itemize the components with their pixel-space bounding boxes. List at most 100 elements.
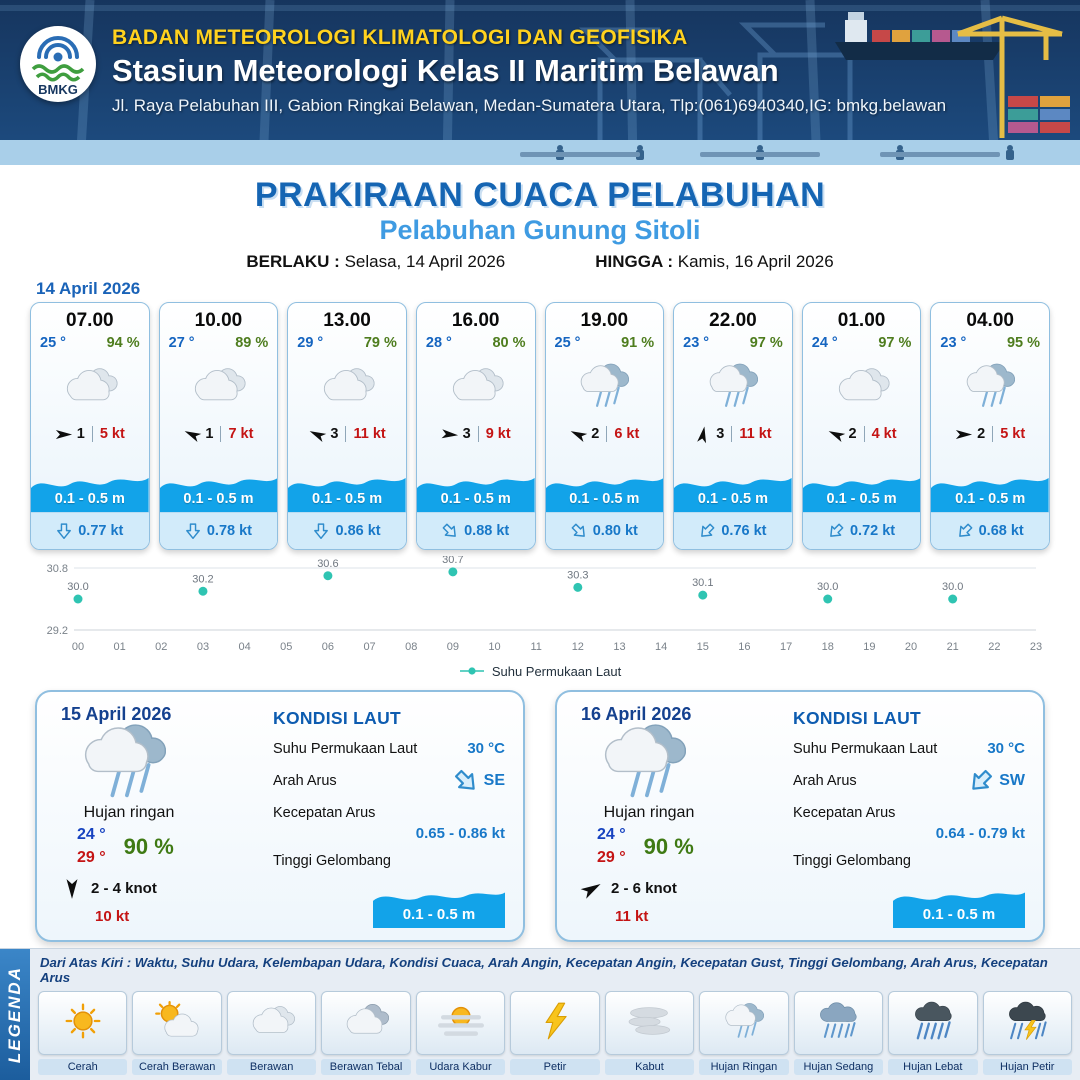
date-label: 15 April 2026 bbox=[61, 704, 172, 724]
header-illustration bbox=[0, 0, 1080, 165]
air-temperature: 25 ° bbox=[554, 335, 581, 351]
temp-max: 29 ° bbox=[77, 849, 106, 866]
weather-condition-icon bbox=[65, 720, 183, 804]
daily-forecast-row: 15 April 2026 Hujan ringan 24 ° 29 ° 90 … bbox=[35, 690, 1045, 942]
bmkg-logo: BMKG bbox=[18, 24, 98, 104]
header: BMKG BADAN METEOROLOGI KLIMATOLOGI DAN G… bbox=[0, 0, 1080, 165]
wind-speed: 3 bbox=[716, 426, 725, 442]
validity-row: BERLAKU : Selasa, 14 April 2026 HINGGA :… bbox=[0, 252, 1080, 272]
legend-item-label: Hujan Sedang bbox=[793, 1059, 884, 1075]
weather-condition-icon bbox=[585, 720, 703, 804]
wind-range: 2 - 4 knot bbox=[91, 880, 157, 897]
sst-label: Suhu Permukaan Laut bbox=[793, 740, 938, 757]
legend-item: Kabut bbox=[604, 991, 695, 1075]
condition-label: Hujan ringan bbox=[603, 804, 695, 821]
hingga-label: HINGGA : bbox=[595, 252, 673, 271]
wave-height-band: 0.1 - 0.5 m bbox=[545, 466, 664, 512]
svg-text:30.7: 30.7 bbox=[442, 556, 463, 566]
legend-item: Hujan Ringan bbox=[699, 991, 789, 1075]
legend-item: Berawan bbox=[226, 991, 317, 1075]
daily-forecast-card: 15 April 2026 Hujan ringan 24 ° 29 ° 90 … bbox=[35, 690, 525, 942]
legend-item: Hujan Sedang bbox=[793, 991, 884, 1075]
forecast-date-label: 14 April 2026 bbox=[36, 279, 141, 298]
current-speed: 0.80 kt bbox=[592, 523, 638, 539]
current-direction-icon bbox=[185, 522, 201, 540]
wind-direction-icon bbox=[695, 424, 711, 444]
sea-conditions-heading: KONDISI LAUT bbox=[273, 708, 402, 728]
wave-height-badge: 0.1 - 0.5 m bbox=[373, 882, 505, 928]
humidity: 95 % bbox=[1006, 335, 1040, 351]
legend-item-label: Hujan Lebat bbox=[888, 1059, 978, 1075]
time-label: 22.00 bbox=[709, 310, 757, 331]
chart-legend-marker-icon bbox=[459, 664, 485, 679]
current-speed-label: Kecepatan Arus bbox=[793, 805, 896, 821]
current-direction-icon bbox=[824, 519, 848, 543]
wind-speed: 3 bbox=[462, 426, 471, 442]
wind-speed: 2 bbox=[591, 426, 600, 442]
current-direction-icon bbox=[56, 522, 72, 540]
gust-speed: 11 kt bbox=[615, 908, 649, 925]
current-speed-value: 0.64 - 0.79 kt bbox=[935, 825, 1025, 842]
port-name: Pelabuhan Gunung Sitoli bbox=[379, 215, 701, 245]
svg-text:14: 14 bbox=[655, 641, 667, 653]
time-label: 19.00 bbox=[580, 310, 629, 331]
time-label: 16.00 bbox=[451, 310, 500, 331]
legend-weather-icon bbox=[245, 1001, 299, 1046]
gust-speed: 4 kt bbox=[863, 426, 897, 442]
svg-text:07: 07 bbox=[363, 641, 375, 653]
daily-forecast-card: 16 April 2026 Hujan ringan 24 ° 29 ° 90 … bbox=[555, 690, 1045, 942]
current-direction: SW bbox=[999, 772, 1025, 789]
wave-height-label: Tinggi Gelombang bbox=[273, 853, 391, 869]
date-label: 16 April 2026 bbox=[581, 704, 692, 724]
legend-item-label: Petir bbox=[510, 1059, 600, 1075]
wind-direction-icon bbox=[55, 428, 73, 441]
humidity: 91 % bbox=[621, 335, 655, 351]
svg-text:21: 21 bbox=[947, 641, 959, 653]
chart-legend: Suhu Permukaan Laut bbox=[0, 664, 1080, 679]
berlaku-label: BERLAKU : bbox=[246, 252, 340, 271]
wave-height-value: 0.1 - 0.5 m bbox=[54, 491, 125, 507]
svg-text:08: 08 bbox=[405, 641, 417, 653]
wave-height-label: Tinggi Gelombang bbox=[793, 853, 911, 869]
gust-speed: 5 kt bbox=[91, 426, 125, 442]
sea-conditions-heading: KONDISI LAUT bbox=[793, 708, 922, 728]
current-speed: 0.78 kt bbox=[206, 523, 253, 539]
svg-text:10: 10 bbox=[488, 641, 500, 653]
humidity: 97 % bbox=[749, 335, 783, 351]
legend-weather-icon bbox=[906, 1001, 960, 1046]
wind-speed: 1 bbox=[205, 426, 214, 442]
wave-height-value: 0.1 - 0.5 m bbox=[440, 491, 511, 507]
gust-speed: 7 kt bbox=[220, 426, 253, 442]
current-direction-icon bbox=[695, 519, 719, 543]
wave-height-value: 0.1 - 0.5 m bbox=[697, 491, 768, 507]
wind-direction-icon bbox=[567, 424, 589, 443]
legend-item: Udara Kabur bbox=[415, 991, 506, 1075]
legend-weather-icon bbox=[1000, 1001, 1054, 1046]
legend-title: LEGENDA bbox=[5, 965, 24, 1064]
wind-speed: 2 bbox=[977, 426, 986, 442]
time-label: 04.00 bbox=[966, 310, 1014, 331]
gust-speed: 11 kt bbox=[731, 426, 772, 442]
hourly-forecast-row: 07.00 25 ° 94 % 1 5 kt 0.1 - 0.5 m bbox=[30, 302, 1050, 550]
hingga-value: Kamis, 16 April 2026 bbox=[677, 252, 834, 271]
current-direction-icon bbox=[447, 763, 484, 800]
svg-text:20: 20 bbox=[905, 641, 917, 653]
bmkg-logo-text: BMKG bbox=[38, 82, 78, 97]
weather-condition-icon bbox=[31, 351, 149, 421]
humidity: 90 % bbox=[643, 833, 694, 859]
temp-min: 24 ° bbox=[77, 826, 106, 843]
current-direction-icon bbox=[313, 522, 329, 540]
current-direction-icon bbox=[953, 519, 977, 543]
humidity: 89 % bbox=[235, 335, 269, 351]
legend-item: Cerah Berawan bbox=[132, 991, 222, 1075]
station-address: Jl. Raya Pelabuhan III, Gabion Ringkai B… bbox=[112, 96, 947, 115]
humidity: 97 % bbox=[878, 335, 912, 351]
legend-weather-icon bbox=[150, 1000, 204, 1046]
svg-text:19: 19 bbox=[863, 641, 875, 653]
wave-height-band: 0.1 - 0.5 m bbox=[416, 466, 535, 512]
weather-condition-icon bbox=[803, 351, 921, 421]
svg-text:00: 00 bbox=[72, 641, 84, 653]
weather-condition-icon bbox=[674, 351, 792, 421]
svg-text:05: 05 bbox=[280, 641, 292, 653]
legend-side-strip: LEGENDA bbox=[0, 949, 30, 1080]
